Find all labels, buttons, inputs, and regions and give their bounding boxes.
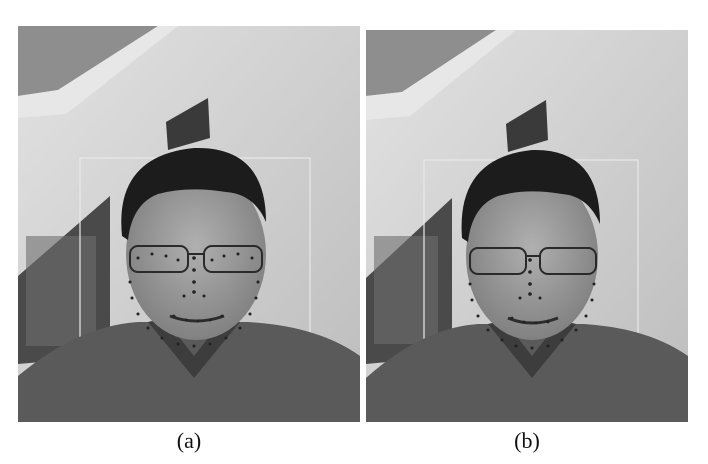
caption-b: (b) bbox=[514, 428, 540, 453]
glasses bbox=[469, 247, 597, 275]
wall-sign bbox=[166, 98, 210, 150]
facial-landmark-points bbox=[128, 252, 260, 348]
panel-a bbox=[18, 26, 360, 422]
ceiling bbox=[366, 30, 496, 96]
cabinet-glass bbox=[26, 236, 96, 346]
hair bbox=[121, 147, 266, 240]
photo-b bbox=[366, 30, 688, 422]
hair bbox=[461, 149, 600, 242]
ceiling-edge bbox=[18, 26, 178, 118]
ceiling-edge bbox=[366, 30, 516, 120]
wall-sign bbox=[506, 100, 548, 152]
photo-a bbox=[18, 26, 360, 422]
glasses bbox=[129, 245, 263, 273]
caption-a: (a) bbox=[176, 428, 202, 453]
mouth bbox=[507, 316, 559, 325]
shirt bbox=[18, 322, 360, 422]
shirt bbox=[366, 324, 688, 422]
panel-b bbox=[366, 30, 688, 422]
mouth bbox=[169, 314, 225, 323]
facial-landmark-points bbox=[468, 258, 596, 350]
ceiling bbox=[18, 26, 158, 96]
cabinet-glass bbox=[374, 236, 438, 344]
